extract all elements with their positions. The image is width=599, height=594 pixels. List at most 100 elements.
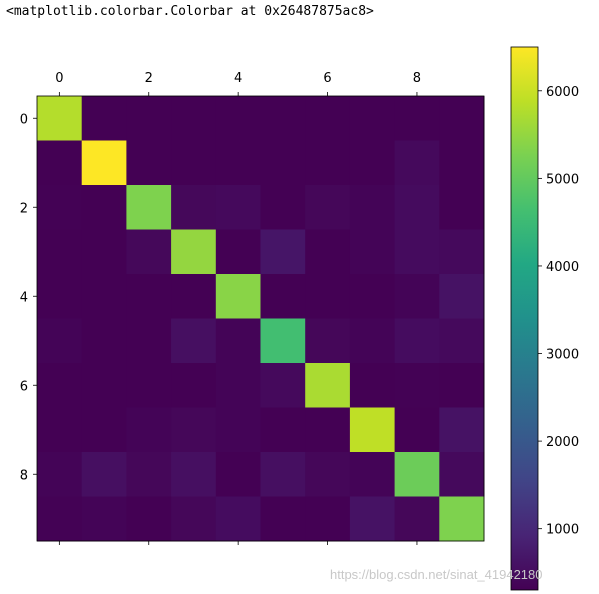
heatmap-cell-r4-c2	[126, 274, 172, 319]
heatmap-cell-r8-c1	[81, 452, 127, 497]
heatmap-cell-r8-c9	[439, 452, 485, 497]
heatmap-cell-r5-c5	[260, 318, 306, 364]
heatmap-cell-r0-c5	[260, 96, 306, 141]
heatmap-cell-r2-c0	[37, 185, 83, 230]
heatmap-cell-r3-c2	[126, 229, 172, 275]
heatmap-cell-r1-c4	[215, 140, 261, 186]
heatmap-cell-r9-c7	[349, 496, 396, 542]
colorbar-tick-label-2000: 2000	[546, 435, 579, 450]
heatmap-cell-r7-c8	[394, 407, 440, 453]
heatmap-cell-r4-c8	[394, 274, 440, 319]
heatmap-cell-r3-c0	[37, 229, 83, 275]
heatmap-cell-r8-c4	[215, 452, 261, 497]
y-tick-label-2: 2	[20, 201, 28, 216]
heatmap-cells	[37, 96, 485, 542]
heatmap-cell-r9-c5	[260, 496, 306, 542]
heatmap-cell-r7-c4	[215, 407, 261, 453]
heatmap-cell-r2-c4	[215, 185, 261, 230]
heatmap-cell-r2-c2	[126, 185, 172, 230]
heatmap-frame	[36, 95, 485, 542]
heatmap-cell-r9-c9	[439, 496, 485, 542]
heatmap-cell-r5-c4	[215, 318, 261, 364]
heatmap-cell-r1-c3	[171, 140, 217, 186]
x-tick-label-2: 2	[145, 71, 153, 86]
colorbar-tick-label-4000: 4000	[546, 260, 579, 275]
heatmap-cell-r0-c7	[349, 96, 396, 141]
heatmap-cell-r6-c5	[260, 363, 306, 408]
heatmap-cell-r8-c7	[349, 452, 396, 497]
heatmap-cell-r5-c8	[394, 318, 440, 364]
heatmap-cell-r9-c6	[305, 496, 351, 542]
heatmap-cell-r8-c6	[305, 452, 351, 497]
heatmap-cell-r8-c3	[171, 452, 217, 497]
x-axis-ticks: 0 2 4 6 8	[55, 71, 421, 545]
heatmap-cell-r0-c4	[215, 96, 261, 141]
heatmap-cell-r6-c0	[37, 363, 83, 408]
heatmap-cell-r7-c6	[305, 407, 351, 453]
heatmap-cell-r4-c1	[81, 274, 127, 319]
heatmap-cell-r4-c9	[439, 274, 485, 319]
heatmap-cell-r2-c9	[439, 185, 485, 230]
heatmap-cell-r0-c0	[37, 96, 83, 141]
heatmap-cell-r6-c6	[305, 363, 351, 408]
heatmap-cell-r0-c1	[81, 96, 127, 141]
heatmap-cell-r7-c1	[81, 407, 127, 453]
heatmap-cell-r0-c9	[439, 96, 485, 141]
heatmap-cell-r3-c9	[439, 229, 485, 275]
heatmap-cell-r6-c8	[394, 363, 440, 408]
heatmap-cell-r6-c3	[171, 363, 217, 408]
heatmap-cell-r9-c2	[126, 496, 172, 542]
heatmap-cell-r0-c8	[394, 96, 440, 141]
x-tick-label-0: 0	[55, 71, 63, 86]
heatmap-cell-r1-c8	[394, 140, 440, 186]
heatmap-cell-r7-c5	[260, 407, 306, 453]
heatmap-cell-r8-c8	[394, 452, 440, 497]
heatmap-cell-r5-c0	[37, 318, 83, 364]
heatmap-cell-r1-c2	[126, 140, 172, 186]
heatmap-cell-r7-c0	[37, 407, 83, 453]
colorbar-ticks: 1000 2000 3000 4000 5000 6000	[538, 85, 579, 538]
heatmap-cell-r4-c3	[171, 274, 217, 319]
x-tick-label-8: 8	[413, 71, 421, 86]
heatmap-cell-r5-c6	[305, 318, 351, 364]
heatmap-cell-r1-c5	[260, 140, 306, 186]
colorbar-tick-label-1000: 1000	[546, 523, 579, 538]
x-tick-label-4: 4	[234, 71, 242, 86]
heatmap-cell-r3-c3	[171, 229, 217, 275]
heatmap-cell-r4-c5	[260, 274, 306, 319]
heatmap-cell-r2-c7	[349, 185, 396, 230]
heatmap-cell-r3-c6	[305, 229, 351, 275]
y-tick-label-8: 8	[20, 468, 28, 483]
heatmap-cell-r9-c0	[37, 496, 83, 542]
heatmap-cell-r9-c3	[171, 496, 217, 542]
y-tick-label-0: 0	[20, 112, 28, 127]
heatmap-cell-r5-c7	[349, 318, 396, 364]
heatmap-cell-r2-c5	[260, 185, 306, 230]
heatmap-cell-r1-c1	[81, 140, 127, 186]
y-tick-label-6: 6	[20, 379, 28, 394]
heatmap-cell-r5-c9	[439, 318, 485, 364]
heatmap-cell-r8-c0	[37, 452, 83, 497]
heatmap-cell-r2-c3	[171, 185, 217, 230]
heatmap-cell-r8-c2	[126, 452, 172, 497]
heatmap-cell-r0-c3	[171, 96, 217, 141]
heatmap-cell-r7-c9	[439, 407, 485, 453]
y-tick-label-4: 4	[20, 290, 28, 305]
heatmap-cell-r6-c2	[126, 363, 172, 408]
heatmap-cell-r4-c6	[305, 274, 351, 319]
colorbar	[510, 46, 539, 591]
heatmap-cell-r5-c3	[171, 318, 217, 364]
watermark: https://blog.csdn.net/sinat_41942180	[330, 567, 543, 582]
heatmap-cell-r1-c7	[349, 140, 396, 186]
heatmap-cell-r0-c6	[305, 96, 351, 141]
heatmap-cell-r9-c1	[81, 496, 127, 542]
colorbar-tick-label-3000: 3000	[546, 348, 579, 363]
heatmap-cell-r3-c5	[260, 229, 306, 275]
heatmap-cell-r6-c4	[215, 363, 261, 408]
heatmap-cell-r3-c1	[81, 229, 127, 275]
heatmap-cell-r2-c6	[305, 185, 351, 230]
heatmap-cell-r7-c3	[171, 407, 217, 453]
heatmap-cell-r4-c0	[37, 274, 83, 319]
heatmap-cell-r9-c8	[394, 496, 440, 542]
